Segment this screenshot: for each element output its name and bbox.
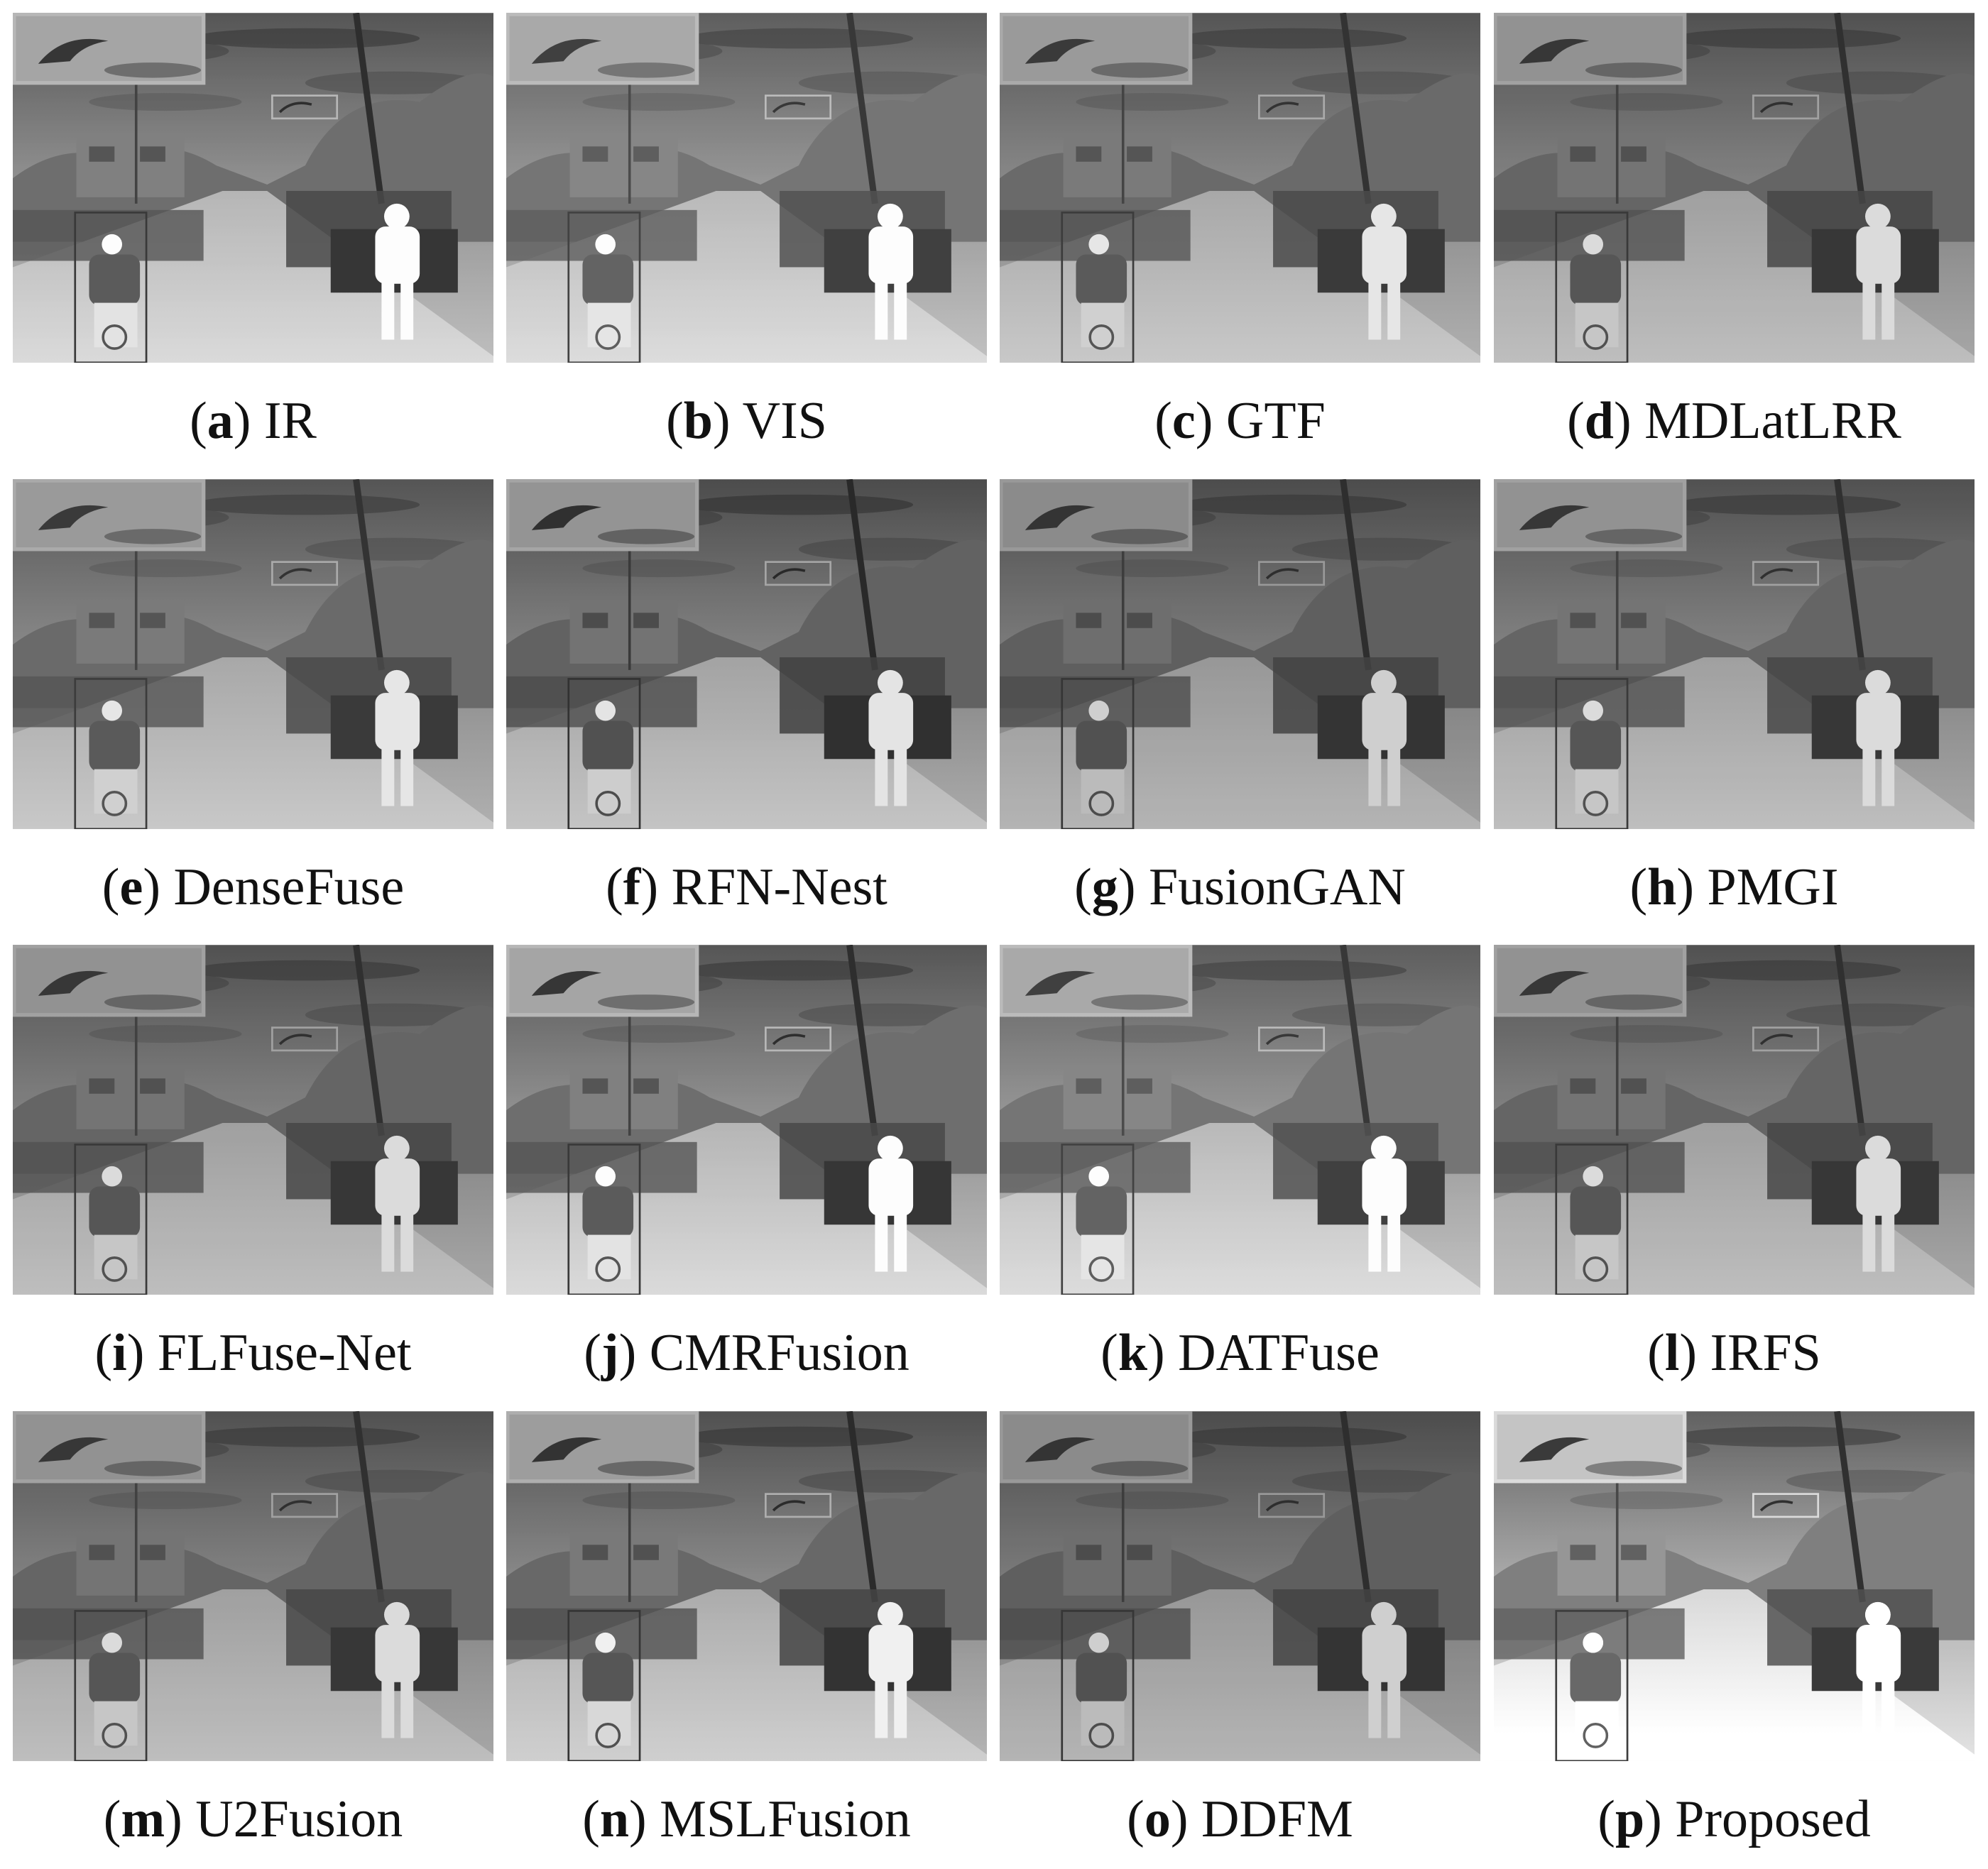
panel-caption: (k) DATFuse xyxy=(1100,1324,1380,1382)
panel-letter: m xyxy=(121,1790,165,1848)
caption-part: ( xyxy=(606,858,623,916)
fusion-image xyxy=(13,945,493,1295)
caption-part: ( xyxy=(666,392,684,450)
panel-letter: k xyxy=(1118,1324,1148,1382)
panel-letter: i xyxy=(112,1324,127,1382)
caption-part: ( xyxy=(94,1324,112,1382)
fusion-image xyxy=(506,13,987,363)
caption-part: ) U2Fusion xyxy=(165,1790,403,1848)
panel-letter: h xyxy=(1647,858,1676,916)
fusion-image xyxy=(13,479,493,829)
panel-caption: (o) DDFM xyxy=(1127,1790,1353,1848)
caption-part: ) MDLatLRR xyxy=(1614,392,1902,450)
caption-part: ) DDFM xyxy=(1171,1790,1353,1848)
caption-part: ( xyxy=(1647,1324,1665,1382)
panel-letter: l xyxy=(1665,1324,1680,1382)
caption-part: ( xyxy=(1567,392,1585,450)
caption-part: ) DATFuse xyxy=(1147,1324,1380,1382)
panel-caption: (i) FLFuse-Net xyxy=(94,1324,411,1382)
panel-caption: (e) DenseFuse xyxy=(102,858,404,916)
fusion-image xyxy=(1000,479,1480,829)
panel-letter: c xyxy=(1172,392,1196,450)
caption-part: ) IR xyxy=(234,392,317,450)
caption-part: ( xyxy=(1100,1324,1118,1382)
caption-part: ) FLFuse-Net xyxy=(127,1324,412,1382)
panel-caption: (m) U2Fusion xyxy=(104,1790,403,1848)
panel-letter: g xyxy=(1092,858,1118,916)
fusion-image xyxy=(1494,479,1975,829)
panel-caption: (p) Proposed xyxy=(1598,1790,1870,1848)
panel-caption: (c) GTF xyxy=(1154,392,1325,450)
caption-part: ) VIS xyxy=(713,392,827,450)
panel-letter: p xyxy=(1615,1790,1644,1848)
caption-part: ) IRFS xyxy=(1679,1324,1820,1382)
caption-part: ( xyxy=(104,1790,121,1848)
panel-letter: n xyxy=(600,1790,629,1848)
panel-letter: b xyxy=(684,392,713,450)
caption-part: ) FusionGAN xyxy=(1118,858,1406,916)
caption-part: ( xyxy=(1630,858,1648,916)
caption-part: ) RFN-Nest xyxy=(640,858,888,916)
fusion-image xyxy=(13,1411,493,1761)
caption-part: ( xyxy=(582,1790,600,1848)
caption-part: ) PMGI xyxy=(1676,858,1838,916)
caption-part: ( xyxy=(1598,1790,1615,1848)
panel-caption: (l) IRFS xyxy=(1647,1324,1821,1382)
caption-part: ) MSLFusion xyxy=(629,1790,911,1848)
panel-caption: (b) VIS xyxy=(666,392,827,450)
caption-part: ) GTF xyxy=(1196,392,1326,450)
fusion-image xyxy=(506,945,987,1295)
panel-caption: (n) MSLFusion xyxy=(582,1790,911,1848)
panel-caption: (f) RFN-Nest xyxy=(606,858,888,916)
fusion-image xyxy=(1000,13,1480,363)
fusion-image xyxy=(1494,13,1975,363)
panel-letter: d xyxy=(1585,392,1614,450)
caption-part: ( xyxy=(190,392,207,450)
caption-part: ) CMRFusion xyxy=(619,1324,910,1382)
caption-part: ) DenseFuse xyxy=(143,858,404,916)
caption-part: ( xyxy=(584,1324,601,1382)
fusion-image xyxy=(1494,1411,1975,1761)
caption-part: ( xyxy=(1127,1790,1145,1848)
fusion-image xyxy=(506,1411,987,1761)
panel-caption: (d) MDLatLRR xyxy=(1567,392,1901,450)
panel-caption: (g) FusionGAN xyxy=(1074,858,1406,916)
panel-letter: j xyxy=(601,1324,619,1382)
caption-part: ) Proposed xyxy=(1644,1790,1871,1848)
fusion-image xyxy=(1000,945,1480,1295)
fusion-image xyxy=(1000,1411,1480,1761)
caption-part: ( xyxy=(1154,392,1172,450)
panel-letter: a xyxy=(207,392,234,450)
fusion-image xyxy=(1494,945,1975,1295)
panel-letter: e xyxy=(119,858,143,916)
caption-part: ( xyxy=(102,858,120,916)
caption-part: ( xyxy=(1074,858,1092,916)
panel-letter: o xyxy=(1145,1790,1171,1848)
panel-caption: (j) CMRFusion xyxy=(584,1324,909,1382)
fusion-image xyxy=(506,479,987,829)
panel-caption: (a) IR xyxy=(190,392,317,450)
panel-caption: (h) PMGI xyxy=(1630,858,1839,916)
panel-letter: f xyxy=(623,858,642,916)
fusion-image xyxy=(13,13,493,363)
